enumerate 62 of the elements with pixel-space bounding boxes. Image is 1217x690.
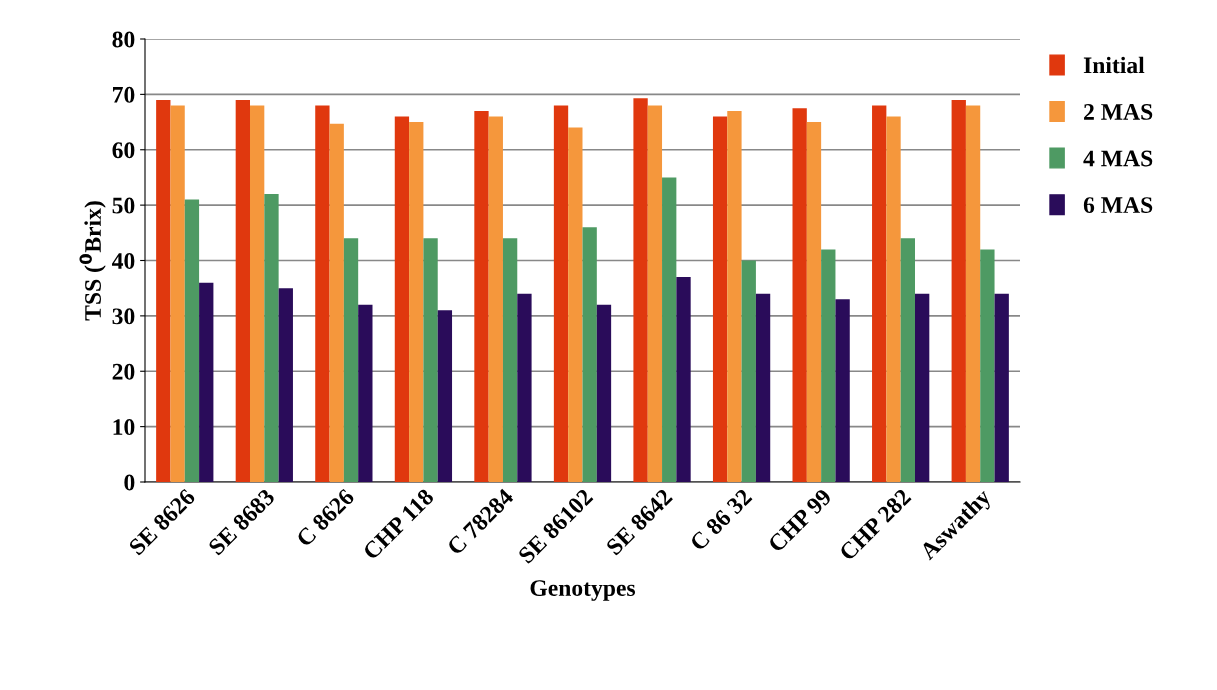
- bar: [980, 249, 995, 482]
- bar: [409, 122, 424, 482]
- bar: [250, 105, 265, 482]
- x-tick-label: C 86 32: [689, 488, 753, 552]
- bar: [329, 123, 344, 482]
- bar: [502, 238, 518, 482]
- bar: [184, 199, 200, 482]
- bar: [596, 304, 612, 482]
- bar: [900, 238, 915, 482]
- bar: [835, 299, 850, 482]
- bar: [741, 260, 756, 482]
- x-tick-label: SE 8642: [605, 488, 674, 556]
- bar: [423, 238, 438, 482]
- y-tick-label: 30: [112, 308, 135, 325]
- bar: [727, 110, 742, 482]
- bar: [394, 116, 410, 482]
- bar: [951, 99, 966, 482]
- legend-label: Initial: [1083, 56, 1145, 74]
- bar: [915, 293, 930, 482]
- y-tick-label: 80: [112, 31, 135, 48]
- bar: [886, 116, 901, 482]
- bar: [633, 98, 648, 482]
- bar: [994, 293, 1009, 482]
- bar: [199, 282, 214, 482]
- y-tick-label: 10: [113, 419, 135, 436]
- bar: [712, 116, 728, 482]
- bar: [358, 304, 373, 482]
- y-tick-label: 0: [124, 474, 135, 491]
- bar: [264, 194, 279, 482]
- bar: [647, 105, 663, 482]
- y-tick-label: 40: [111, 252, 135, 269]
- legend-label: 2 MAS: [1084, 103, 1153, 120]
- y-tick-label: 50: [112, 197, 135, 214]
- legend-label: 6 MAS: [1083, 197, 1153, 214]
- bar: [235, 99, 250, 482]
- bar: [278, 288, 293, 482]
- bar: [872, 105, 887, 482]
- y-axis-title: TSS ($^{0}$Brix): [79, 201, 106, 321]
- bar: [517, 293, 532, 482]
- bar: [343, 238, 359, 482]
- bar: [170, 105, 185, 482]
- bar: [676, 277, 691, 482]
- bar: [437, 310, 453, 482]
- bar: [582, 227, 597, 482]
- bar: [553, 105, 569, 482]
- bar: [662, 177, 677, 482]
- x-axis-title: Genotypes: [530, 580, 636, 601]
- bar: [806, 122, 822, 482]
- y-tick-label: 70: [113, 86, 135, 103]
- bar: [755, 293, 771, 482]
- bar: [156, 99, 171, 482]
- bar: [568, 127, 583, 482]
- legend-label: 4 MAS: [1083, 150, 1153, 167]
- x-tick-label: SE 8683: [207, 487, 276, 556]
- bar: [488, 116, 503, 482]
- bar: [965, 105, 981, 482]
- y-tick-label: 60: [112, 142, 135, 159]
- bar: [792, 108, 807, 482]
- bar: [315, 105, 330, 482]
- y-tick-label: 20: [112, 363, 135, 380]
- bar: [821, 249, 836, 482]
- bar: [474, 110, 489, 482]
